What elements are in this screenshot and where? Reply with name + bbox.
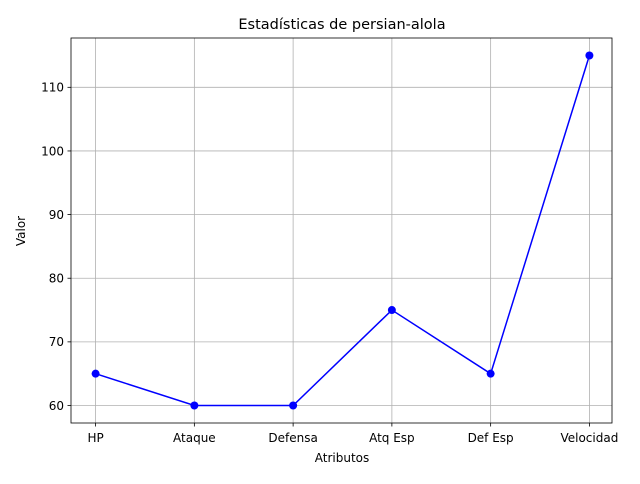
data-point xyxy=(91,369,100,378)
plot-frame xyxy=(70,37,613,424)
series-line xyxy=(95,55,591,407)
data-point xyxy=(486,369,495,378)
y-tick-label: 100 xyxy=(41,144,64,158)
y-tick-label: 60 xyxy=(49,399,64,413)
y-axis-label: Valor xyxy=(14,216,28,246)
data-point xyxy=(289,401,298,410)
y-tick-label: 110 xyxy=(41,81,64,95)
x-tick-label: Ataque xyxy=(173,431,216,445)
series-layer xyxy=(91,51,594,410)
x-tick-label: Def Esp xyxy=(468,431,514,445)
data-point xyxy=(190,401,199,410)
y-tick-label: 80 xyxy=(49,272,64,286)
gridlines xyxy=(71,38,612,423)
x-tick-label: Defensa xyxy=(268,431,317,445)
y-tick-label: 90 xyxy=(49,208,64,222)
y-tick-label: 70 xyxy=(49,335,64,349)
chart-title: Estadísticas de persian-alola xyxy=(238,17,445,33)
x-tick-label: HP xyxy=(87,431,103,445)
x-axis-label: Atributos xyxy=(315,451,370,465)
data-point xyxy=(585,51,594,60)
x-tick-label: Atq Esp xyxy=(369,431,415,445)
x-tick-label: Velocidad xyxy=(560,431,618,445)
data-point xyxy=(387,306,396,315)
x-axis: HP Ataque Defensa Atq Esp Def Esp Velocidad xyxy=(87,423,618,445)
y-axis: 60 70 80 90 100 110 xyxy=(41,81,71,413)
